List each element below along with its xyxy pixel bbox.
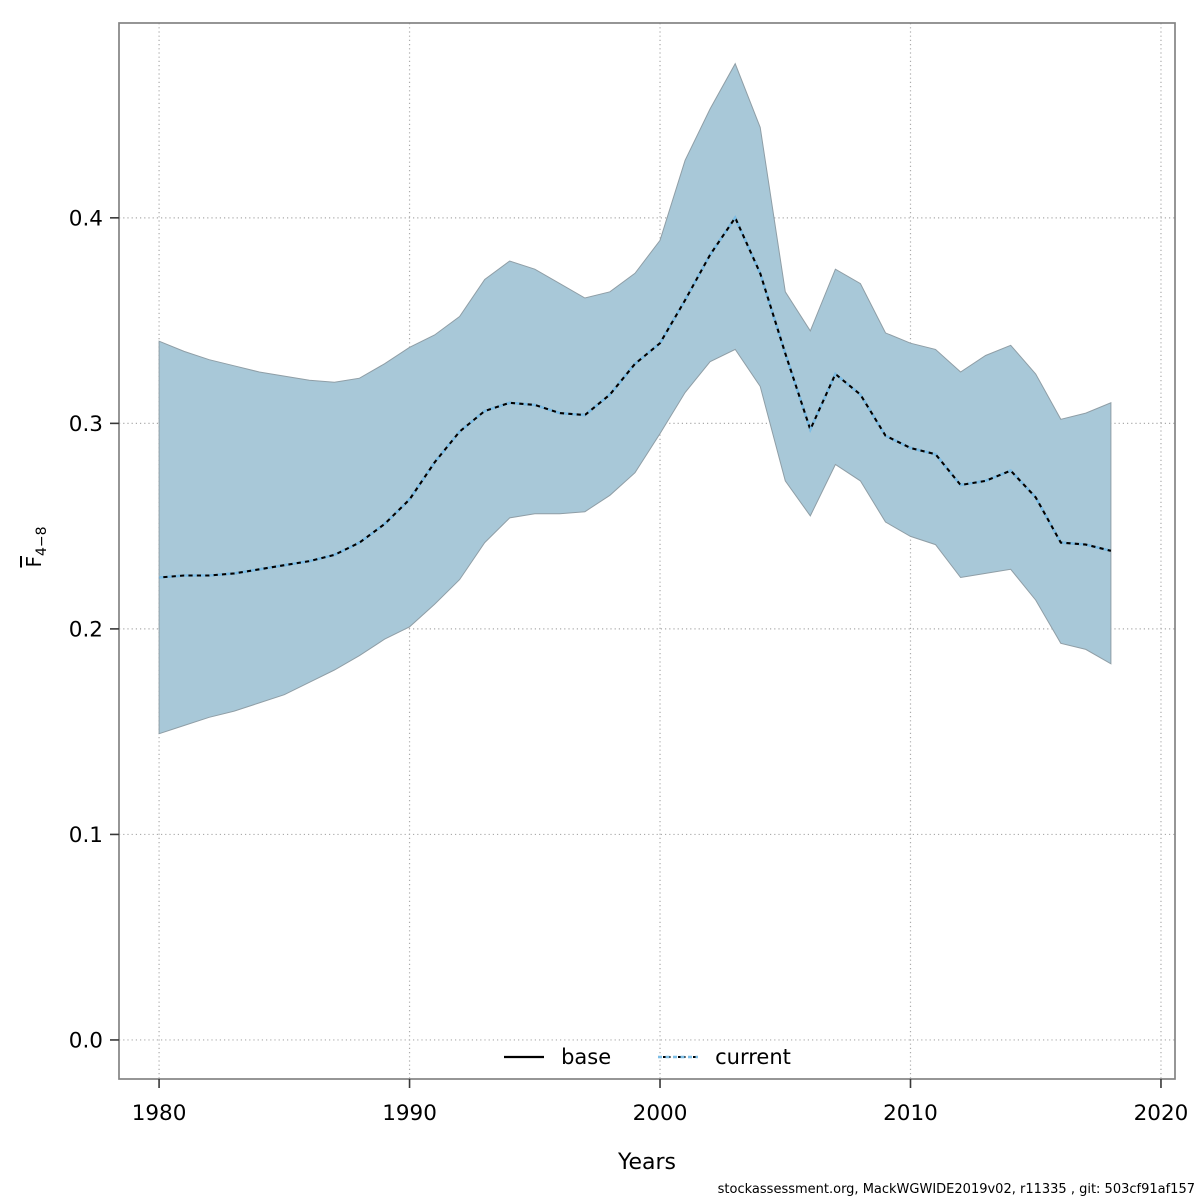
legend-item-current: current: [657, 1045, 791, 1069]
x-tick-label: 2020: [1134, 1101, 1189, 1126]
x-tick-label: 2000: [633, 1101, 688, 1126]
plot-frame: [118, 22, 1176, 1080]
legend-item-base: base: [503, 1045, 611, 1069]
y-axis-title-main: F: [22, 556, 46, 568]
y-tick-label: 0.4: [69, 206, 103, 231]
source-attribution: stockassessment.org, MackWGWIDE2019v02, …: [717, 1182, 1195, 1197]
current-line: [158, 215, 1112, 579]
y-tick-label: 0.1: [69, 823, 103, 848]
legend-label-base: base: [561, 1045, 612, 1069]
x-tick-label: 1980: [132, 1101, 187, 1126]
axis-tick-labels: 1980 1990 2000 2010 2020 0.0 0.1 0.2 0.3 0.4: [69, 206, 1189, 1126]
y-axis-title: F4−8: [22, 526, 50, 567]
legend-label-current: current: [715, 1045, 791, 1069]
confidence-band: [158, 62, 1112, 735]
legend: base current: [119, 1042, 1175, 1072]
base-line-swatch: [504, 1055, 545, 1059]
y-axis-title-subscript: 4−8: [34, 526, 50, 557]
y-tick-label: 0.0: [69, 1028, 103, 1053]
y-tick-label: 0.2: [69, 617, 103, 642]
x-tick-label: 2010: [883, 1101, 938, 1126]
axis-ticks: [110, 217, 1162, 1088]
x-axis-title: Years: [617, 1150, 677, 1175]
y-tick-label: 0.3: [69, 412, 103, 437]
x-tick-label: 1990: [382, 1101, 437, 1126]
current-line-swatch: [658, 1055, 699, 1059]
